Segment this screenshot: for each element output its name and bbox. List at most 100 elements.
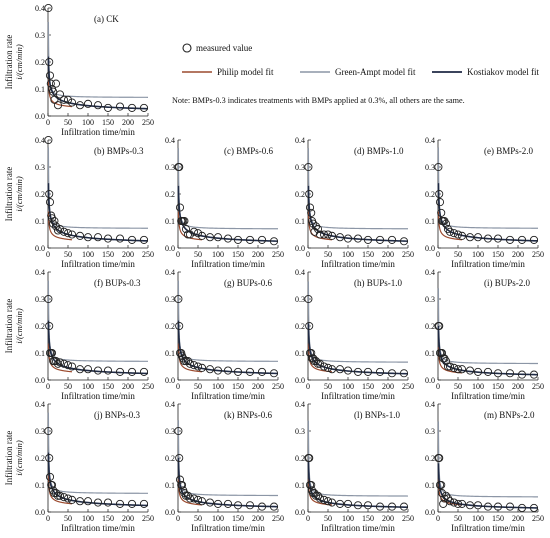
y-tick-label: 0.1 xyxy=(35,85,45,94)
kostiakov-fit-line xyxy=(177,320,279,375)
measured-point xyxy=(93,498,103,507)
measured-point xyxy=(53,101,63,110)
y-tick-label: 0.4 xyxy=(35,4,45,13)
x-tick-label: 0 xyxy=(436,250,440,259)
x-axis-label: Infiltration time/min xyxy=(321,523,395,533)
y-tick-label: 0.1 xyxy=(35,481,45,490)
x-tick-label: 150 xyxy=(492,250,504,259)
kostiakov-fit-line xyxy=(47,320,149,375)
y-tick-label: 0.0 xyxy=(165,244,175,253)
x-tick-label: 250 xyxy=(402,514,414,523)
measured-point xyxy=(517,235,527,244)
x-tick-label: 150 xyxy=(102,382,114,391)
panel-title: (i) BUPs-2.0 xyxy=(484,278,531,288)
measured-point xyxy=(51,79,61,88)
y-tick-label: 0.2 xyxy=(295,322,305,331)
measured-point xyxy=(363,501,373,510)
measured-point xyxy=(319,362,329,371)
panel-title: (b) BMPs-0.3 xyxy=(94,146,144,156)
measured-point xyxy=(269,502,279,511)
x-tick-label: 200 xyxy=(122,118,134,127)
measured-point xyxy=(197,497,207,506)
x-tick-label: 200 xyxy=(252,250,264,259)
x-tick-label: 50 xyxy=(64,382,72,391)
measured-point xyxy=(257,502,267,511)
measured-point xyxy=(115,499,125,508)
y-axis-label-line2: i/(cm/min) xyxy=(14,308,24,344)
y-tick-label: 0.3 xyxy=(35,31,45,40)
kostiakov-fit-line xyxy=(437,325,539,376)
measured-point xyxy=(205,233,215,242)
measured-point xyxy=(103,234,113,243)
measured-point xyxy=(189,361,199,370)
x-tick-label: 150 xyxy=(362,382,374,391)
y-tick-label: 0.2 xyxy=(425,454,435,463)
measured-point xyxy=(435,321,444,331)
measured-point xyxy=(174,426,183,436)
legend-philip-label: Philip model fit xyxy=(217,67,274,77)
green-ampt-fit-line xyxy=(177,420,279,497)
measured-point xyxy=(223,234,233,243)
measured-point xyxy=(493,234,503,243)
x-tick-label: 0 xyxy=(306,250,310,259)
measured-point xyxy=(437,208,446,217)
x-tick-label: 100 xyxy=(82,250,94,259)
measured-point xyxy=(311,491,321,500)
legend: measured value Philip model fit Green-Am… xyxy=(182,43,539,77)
x-tick-label: 50 xyxy=(324,514,332,523)
x-tick-label: 0 xyxy=(176,382,180,391)
measured-point xyxy=(175,321,184,331)
measured-point xyxy=(363,235,373,244)
measured-point xyxy=(335,233,345,242)
measured-point xyxy=(205,365,215,374)
y-tick-label: 0.2 xyxy=(35,190,45,199)
measured-point xyxy=(473,367,483,376)
measured-point xyxy=(67,98,77,107)
measured-point xyxy=(529,370,539,379)
chart-panel: 0.0 0.1 0.2 0.3 0.4 0 50 100 150 200 250 Infiltrati… xyxy=(425,136,544,269)
measured-point xyxy=(399,502,409,511)
measured-point xyxy=(55,358,65,367)
x-axis-label: Infiltration time/min xyxy=(191,259,265,269)
measured-point xyxy=(257,367,267,376)
measured-point xyxy=(193,495,203,504)
measured-point xyxy=(75,497,85,506)
measured-point xyxy=(83,365,93,374)
measured-point xyxy=(139,499,149,508)
y-tick-label: 0.3 xyxy=(295,295,305,304)
measured-point xyxy=(59,359,69,368)
measured-point xyxy=(189,494,199,503)
x-tick-label: 200 xyxy=(512,514,524,523)
measured-point xyxy=(103,103,113,112)
measured-point xyxy=(67,495,77,504)
philip-fit-line xyxy=(307,211,333,241)
measured-point xyxy=(175,475,185,484)
chart-panel: 0.0 0.1 0.2 0.3 0.4 0 50 100 150 200 250 Infiltrati… xyxy=(165,400,284,533)
x-tick-label: 200 xyxy=(512,382,524,391)
x-tick-label: 0 xyxy=(436,514,440,523)
measured-point xyxy=(93,233,103,242)
measured-point xyxy=(307,208,316,217)
measured-point xyxy=(63,494,73,503)
x-tick-label: 0 xyxy=(46,382,50,391)
measured-point xyxy=(473,233,483,242)
green-ampt-fit-line xyxy=(437,421,539,498)
measured-point xyxy=(529,503,539,513)
measured-point xyxy=(387,502,397,511)
measured-point xyxy=(493,369,503,378)
measured-point xyxy=(93,366,103,375)
x-tick-label: 250 xyxy=(532,514,544,523)
x-tick-label: 0 xyxy=(46,118,50,127)
measured-point xyxy=(441,357,451,366)
kostiakov-fit-line xyxy=(177,185,279,242)
measured-point xyxy=(304,162,313,172)
y-tick-label: 0.1 xyxy=(425,217,435,226)
philip-fit-line xyxy=(177,211,203,241)
measured-point xyxy=(315,494,325,503)
x-tick-label: 100 xyxy=(212,514,224,523)
green-ampt-fit-line xyxy=(177,148,279,230)
measured-point xyxy=(353,234,363,243)
y-tick-label: 0.1 xyxy=(165,217,175,226)
y-tick-label: 0.4 xyxy=(165,400,175,409)
